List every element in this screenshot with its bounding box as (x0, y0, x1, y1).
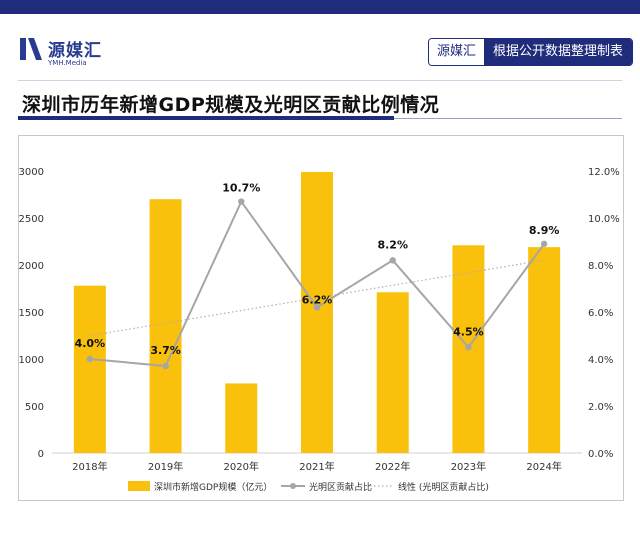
brand-subtitle: YMH.Media (48, 59, 87, 67)
x-tick-label: 2022年 (375, 460, 410, 473)
y-right-tick-label: 4.0% (588, 355, 613, 366)
x-tick-label: 2024年 (526, 460, 561, 473)
brand-logo: 源媒汇 YMH.Media (18, 34, 128, 74)
source-badge-note: 根据公开数据整理制表 (484, 39, 633, 65)
header-divider (18, 80, 622, 81)
y-right-tick-label: 8.0% (588, 261, 613, 272)
share-line-point (313, 304, 321, 311)
y-left-tick-label: 500 (25, 402, 44, 413)
share-line-point (238, 198, 245, 205)
share-line-point (540, 240, 548, 248)
x-tick-label: 2020年 (224, 460, 259, 473)
x-tick-label: 2018年 (72, 460, 107, 473)
y-left-tick-label: 1000 (19, 355, 44, 366)
bar (149, 199, 182, 453)
page-title: 深圳市历年新增GDP规模及光明区贡献比例情况 (22, 94, 440, 116)
bar (301, 171, 333, 453)
title-underline-thin (394, 118, 622, 119)
trendline (89, 259, 545, 337)
y-right-tick-label: 10.0% (588, 214, 620, 225)
y-left-tick-label: 2000 (19, 261, 44, 272)
brand-logo-icon (20, 38, 42, 60)
share-data-label: 3.7% (150, 344, 181, 357)
legend-trend-label: 线性 (光明区贡献占比) (398, 481, 489, 493)
source-badge-brand: 源媒汇 (429, 39, 485, 65)
y-left-tick-label: 0 (38, 449, 44, 460)
legend-bar-swatch (128, 481, 150, 491)
bar (73, 285, 106, 453)
share-data-label: 10.7% (222, 182, 260, 195)
share-data-label: 8.9% (529, 224, 560, 237)
legend-line-label: 光明区贡献占比 (309, 481, 372, 493)
share-line-point (389, 257, 396, 264)
share-line-point (162, 362, 169, 370)
share-line-point (465, 344, 472, 351)
share-data-label: 4.0% (75, 337, 106, 350)
bar (528, 247, 561, 453)
legend-bar-label: 深圳市新增GDP规模（亿元） (154, 481, 272, 493)
source-badge: 源媒汇 根据公开数据整理制表 (428, 38, 634, 66)
y-right-tick-label: 0.0% (588, 449, 613, 460)
y-right-tick-label: 12.0% (588, 167, 620, 178)
x-tick-label: 2023年 (451, 460, 486, 473)
share-data-label: 8.2% (377, 238, 408, 251)
bar (225, 383, 258, 453)
bar (376, 292, 409, 453)
legend-line-marker (290, 483, 296, 489)
y-left-tick-label: 2500 (19, 214, 44, 225)
top-accent-bar (0, 0, 640, 14)
y-left-tick-label: 1500 (19, 308, 44, 319)
brand-name: 源媒汇 (48, 41, 102, 61)
title-underline (18, 116, 394, 120)
share-data-label: 6.2% (302, 293, 333, 306)
y-left-tick-label: 3000 (19, 167, 44, 178)
y-right-tick-label: 6.0% (588, 308, 613, 319)
x-tick-label: 2021年 (299, 460, 334, 473)
share-line-point (86, 355, 94, 363)
x-tick-label: 2019年 (148, 460, 183, 473)
share-data-label: 4.5% (453, 325, 484, 338)
y-right-tick-label: 2.0% (588, 402, 613, 413)
